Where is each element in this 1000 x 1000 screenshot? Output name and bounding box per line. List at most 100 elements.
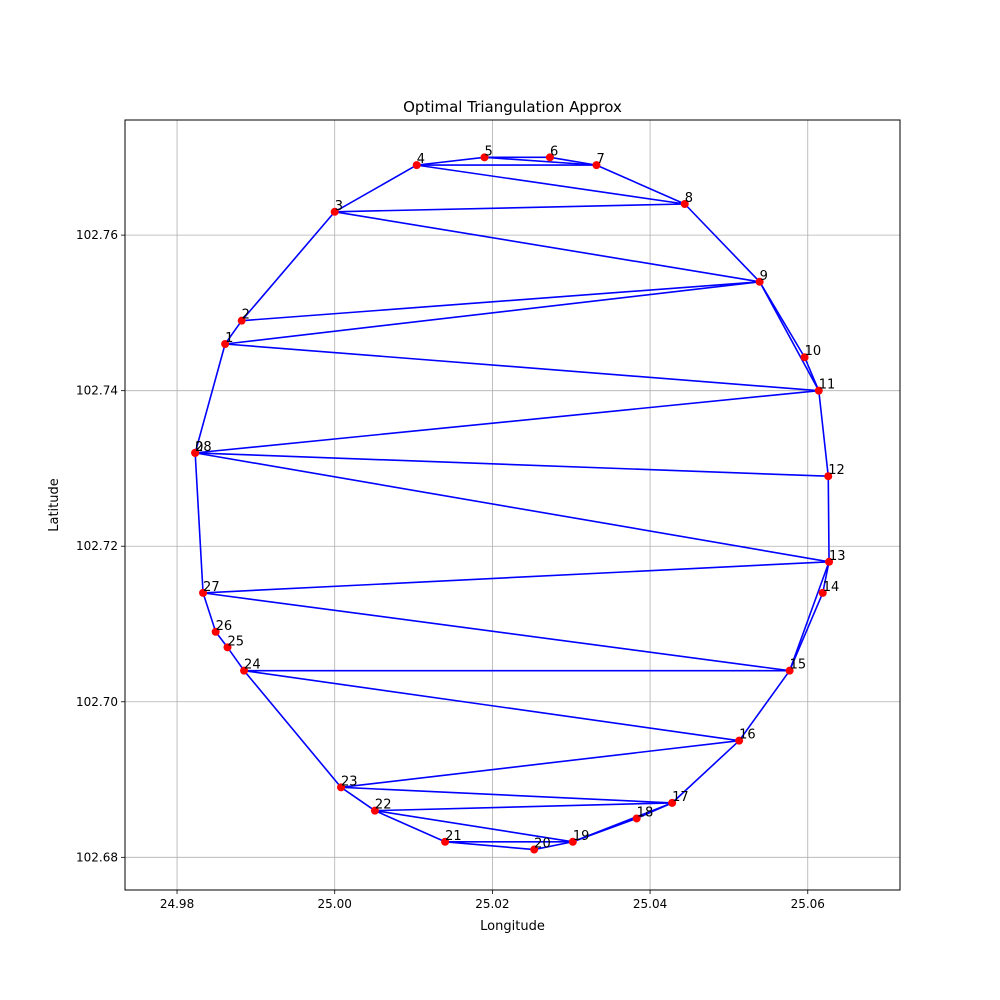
triangulation-edge xyxy=(243,670,342,788)
triangulation-edge xyxy=(195,389,819,454)
data-point xyxy=(221,340,230,348)
y-tick-label: 102.68 xyxy=(76,850,118,864)
y-tick-label: 102.72 xyxy=(76,539,118,553)
data-point xyxy=(824,472,833,481)
point-label: 0 xyxy=(195,440,203,455)
triangulation-edge xyxy=(534,840,573,851)
chart-title: Optimal Triangulation Approx xyxy=(403,98,622,116)
triangulation-edge xyxy=(241,280,760,322)
point-label: 10 xyxy=(805,344,822,359)
point-label: 3 xyxy=(335,199,343,214)
x-tick-label: 25.04 xyxy=(633,897,667,911)
point-label: 15 xyxy=(790,658,807,673)
triangulation-edge xyxy=(596,164,686,205)
point-label: 16 xyxy=(739,728,756,743)
data-point xyxy=(337,783,346,792)
point-label: 26 xyxy=(216,619,233,634)
data-point xyxy=(800,353,809,362)
triangulation-edge xyxy=(817,390,830,477)
triangulation-edge xyxy=(334,210,760,283)
point-label: 13 xyxy=(829,549,846,564)
data-point xyxy=(785,666,794,675)
data-point xyxy=(568,837,577,846)
point-label: 20 xyxy=(534,837,551,852)
point-label: 19 xyxy=(573,829,590,844)
triangulation-edge xyxy=(340,739,740,789)
point-label: 27 xyxy=(203,580,220,595)
triangulation-edge xyxy=(241,211,336,322)
point-label: 7 xyxy=(596,152,604,167)
data-point xyxy=(211,627,220,636)
y-axis-ticks: 102.68 102.70 102.72 102.74 102.76 xyxy=(76,228,125,864)
triangulation-edge xyxy=(827,476,830,562)
grid xyxy=(125,120,900,890)
triangulation-edge xyxy=(758,281,820,392)
point-label: 6 xyxy=(550,144,558,159)
triangulation-edge xyxy=(225,343,819,392)
data-point xyxy=(825,557,834,566)
triangulation-edges xyxy=(194,156,830,851)
x-tick-label: 25.00 xyxy=(318,897,352,911)
point-label: 2 xyxy=(242,308,250,323)
data-point xyxy=(441,837,450,846)
triangulation-edge xyxy=(195,452,829,478)
triangulation-edge xyxy=(788,561,830,671)
y-tick-label: 102.76 xyxy=(76,228,118,242)
triangulation-edge xyxy=(226,646,245,672)
triangulation-edge xyxy=(416,164,685,205)
point-label: 17 xyxy=(672,790,689,805)
data-point xyxy=(530,845,539,854)
triangulation-edge xyxy=(224,320,243,345)
triangulation-edge xyxy=(416,156,485,166)
triangulation-edge xyxy=(340,786,376,812)
triangulation-edge xyxy=(334,164,418,213)
triangulation-edge xyxy=(671,740,740,804)
data-point xyxy=(735,736,744,745)
x-axis-label: Longitude xyxy=(480,919,545,934)
point-label: 24 xyxy=(244,658,261,673)
data-point xyxy=(237,316,246,325)
data-point xyxy=(632,814,641,823)
data-point xyxy=(680,200,689,208)
triangulation-edge xyxy=(225,280,760,345)
data-point xyxy=(240,666,249,675)
triangulation-edge xyxy=(445,840,535,851)
point-label: 21 xyxy=(445,829,462,844)
data-point xyxy=(668,798,677,807)
data-point xyxy=(592,161,601,170)
triangulation-edge xyxy=(194,452,204,593)
triangulation-edge xyxy=(194,343,226,454)
point-label: 9 xyxy=(760,269,768,284)
data-point xyxy=(412,161,421,170)
point-label: 23 xyxy=(341,774,358,789)
data-points xyxy=(191,153,834,854)
x-axis-ticks: 24.98 25.00 25.02 25.04 25.06 xyxy=(160,890,825,911)
point-label: 5 xyxy=(485,144,493,159)
data-point xyxy=(191,448,200,457)
data-point xyxy=(223,643,232,652)
data-point xyxy=(370,806,379,815)
x-tick-label: 24.98 xyxy=(160,897,194,911)
data-point xyxy=(480,153,489,162)
triangulation-edge xyxy=(684,203,761,283)
point-label: 4 xyxy=(417,152,425,167)
triangulation-edge xyxy=(202,592,217,633)
triangulation-edge xyxy=(340,786,673,804)
data-point xyxy=(755,277,764,286)
y-tick-label: 102.74 xyxy=(76,384,118,398)
point-label: 25 xyxy=(227,634,244,649)
triangulation-edge xyxy=(572,802,673,843)
point-label: 14 xyxy=(823,580,840,595)
x-tick-label: 25.02 xyxy=(475,897,509,911)
triangulation-edge xyxy=(374,809,573,843)
triangulation-edge xyxy=(484,156,597,166)
plot-area-frame xyxy=(124,119,901,891)
data-point xyxy=(330,207,339,216)
data-point xyxy=(545,153,554,162)
y-tick-label: 102.70 xyxy=(76,695,118,709)
triangulation-edge xyxy=(243,669,740,742)
triangulation-edge xyxy=(202,592,790,672)
